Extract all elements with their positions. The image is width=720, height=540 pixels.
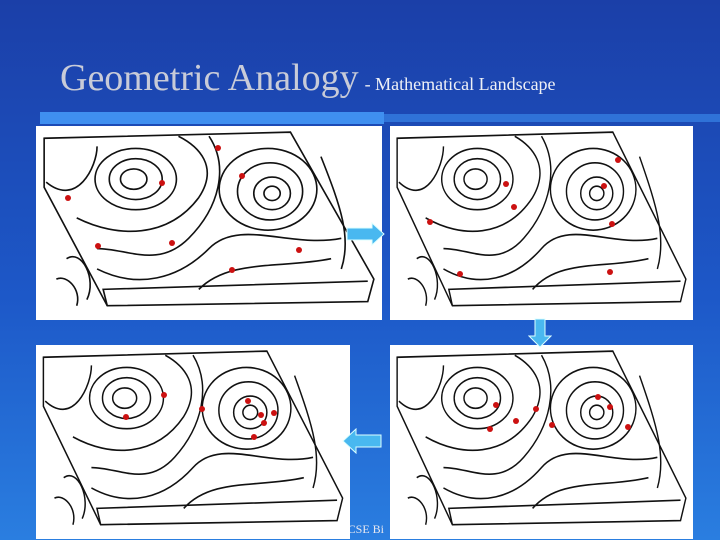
arrow-left (342, 428, 382, 454)
marker (601, 183, 607, 189)
marker (487, 426, 493, 432)
marker (549, 422, 555, 428)
title-underline (40, 112, 384, 124)
marker (427, 219, 433, 225)
marker (245, 398, 251, 404)
arrow-down (528, 318, 552, 348)
landscape-panel (390, 126, 693, 320)
marker (215, 145, 221, 151)
marker (169, 240, 175, 246)
marker (271, 410, 277, 416)
landscape-panel (36, 126, 382, 320)
landscape-panel (36, 345, 350, 539)
marker (609, 221, 615, 227)
marker (607, 404, 613, 410)
marker (625, 424, 631, 430)
marker (493, 402, 499, 408)
arrow-right (346, 222, 385, 246)
title-underline (384, 114, 720, 122)
marker (159, 180, 165, 186)
marker (95, 243, 101, 249)
marker (123, 414, 129, 420)
title: Geometric Analogy (60, 57, 359, 99)
marker (161, 392, 167, 398)
marker (533, 406, 539, 412)
marker (65, 195, 71, 201)
subtitle: - Mathematical Landscape (364, 74, 556, 94)
landscape-panel (390, 345, 693, 539)
marker (513, 418, 519, 424)
marker (607, 269, 613, 275)
marker (199, 406, 205, 412)
marker (503, 181, 509, 187)
marker (615, 157, 621, 163)
marker (251, 434, 257, 440)
marker (239, 173, 245, 179)
marker (595, 394, 601, 400)
title-block: Geometric Analogy - Mathematical Landscap… (60, 56, 556, 100)
marker (229, 267, 235, 273)
marker (511, 204, 517, 210)
marker (296, 247, 302, 253)
marker (261, 420, 267, 426)
marker (457, 271, 463, 277)
marker (258, 412, 264, 418)
